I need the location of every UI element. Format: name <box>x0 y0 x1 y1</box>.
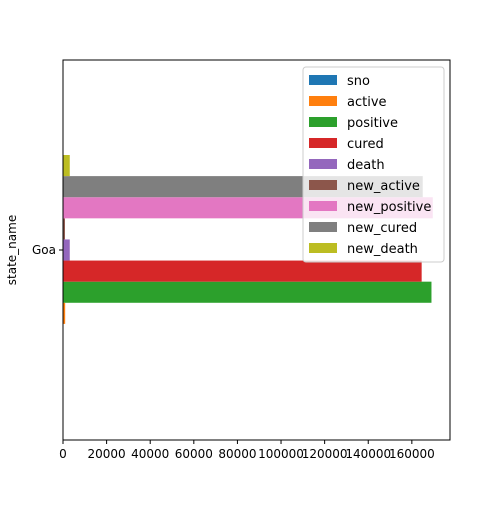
bar-cured <box>63 261 422 282</box>
legend-swatch-cured <box>309 138 337 148</box>
legend: sno active positive cured death new_activenew… <box>303 67 444 262</box>
x-tick-label: 20000 <box>88 447 126 461</box>
legend-swatch-new_death <box>309 243 337 253</box>
x-tick-label: 80000 <box>218 447 256 461</box>
legend-swatch-new_active <box>309 180 337 190</box>
x-tick-label: 120000 <box>302 447 348 461</box>
legend-label-new_active: new_active <box>347 179 420 194</box>
legend-swatch-new_positive <box>309 201 337 211</box>
x-tick-label: 140000 <box>345 447 391 461</box>
legend-label-new_positive: new_positive <box>347 200 431 215</box>
legend-label-death: death <box>347 158 385 173</box>
legend-swatch-sno <box>309 75 337 85</box>
y-axis-label: state_name <box>5 215 19 285</box>
legend-label-new_death: new_death <box>347 242 418 257</box>
legend-swatch-new_cured <box>309 222 337 232</box>
y-tick-label: Goa <box>32 243 56 257</box>
legend-label-active: active <box>347 95 387 110</box>
legend-swatch-death <box>309 159 337 169</box>
x-tick-label: 60000 <box>175 447 213 461</box>
legend-label-positive: positive <box>347 116 398 131</box>
legend-label-cured: cured <box>347 137 384 152</box>
bar-positive <box>63 282 431 303</box>
legend-swatch-active <box>309 96 337 106</box>
legend-swatch-positive <box>309 117 337 127</box>
legend-label-sno: sno <box>347 74 370 89</box>
x-tick-label: 0 <box>59 447 67 461</box>
x-tick-label: 100000 <box>258 447 304 461</box>
bar-new_death <box>63 155 70 176</box>
x-tick-label: 160000 <box>389 447 435 461</box>
x-tick-label: 40000 <box>131 447 169 461</box>
bar-death <box>63 239 70 260</box>
legend-label-new_cured: new_cured <box>347 221 417 236</box>
